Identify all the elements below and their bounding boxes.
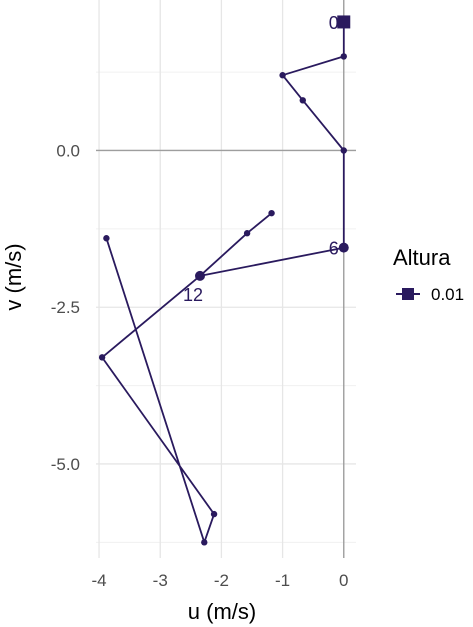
data-point [268, 209, 275, 217]
series-line [199, 212, 273, 277]
data-point [210, 510, 218, 518]
data-point [279, 72, 286, 79]
major-gridlines [96, 0, 356, 558]
legend: Altura 0.01 [393, 245, 464, 304]
data-point [340, 147, 347, 154]
data-point [103, 235, 110, 242]
point-labels-layer: 0 6 12 [183, 13, 339, 305]
x-tick-label: -1 [275, 571, 290, 590]
y-tick-label: -5.0 [51, 455, 80, 474]
x-tick-label: -2 [214, 571, 229, 590]
data-point-circle [338, 242, 349, 253]
data-point [299, 97, 306, 104]
legend-entry-label: 0.01 [431, 285, 464, 304]
data-point [340, 53, 347, 60]
x-axis-ticks: -4 -3 -2 -1 0 [91, 571, 348, 590]
point-label: 12 [183, 285, 203, 305]
data-point [98, 354, 106, 361]
y-tick-label: -2.5 [51, 298, 80, 317]
y-tick-label: 0.0 [56, 141, 80, 160]
series-layer [98, 15, 351, 546]
zero-axis-lines [96, 0, 356, 558]
data-point [243, 230, 251, 237]
y-axis-label: v (m/s) [1, 243, 26, 310]
legend-key-square [402, 288, 414, 300]
point-label: 0 [329, 13, 339, 33]
legend-key [396, 288, 420, 300]
data-point [201, 539, 208, 546]
x-tick-label: -4 [91, 571, 106, 590]
minor-gridlines [96, 71, 356, 543]
start-point-square [337, 15, 351, 29]
legend-title: Altura [393, 245, 451, 270]
x-tick-label: 0 [339, 571, 348, 590]
y-axis-ticks: 0.0 -2.5 -5.0 [51, 141, 80, 473]
x-axis-label: u (m/s) [188, 599, 256, 624]
x-tick-label: -3 [153, 571, 168, 590]
point-label: 6 [329, 239, 339, 259]
